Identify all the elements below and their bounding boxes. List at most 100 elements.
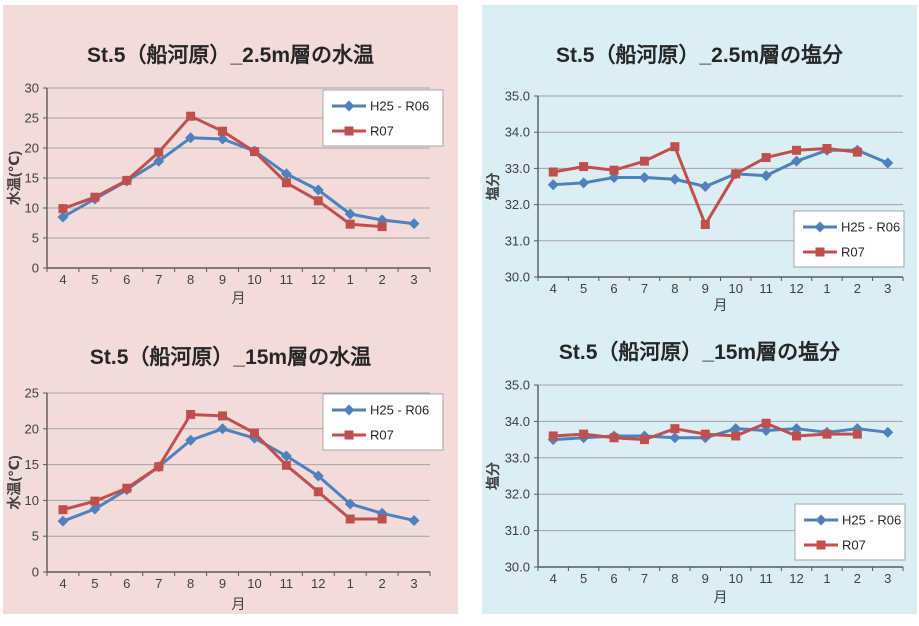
x-tick-label: 1 <box>823 281 830 296</box>
x-tick-label: 12 <box>789 571 803 586</box>
y-tick-label: 30.0 <box>505 560 530 575</box>
data-point-r07 <box>122 483 132 493</box>
data-point-h25-r06 <box>280 168 292 180</box>
legend: H25 - R06 R07 <box>322 89 444 147</box>
legend-box <box>793 210 905 268</box>
legend-box <box>322 393 444 451</box>
data-point-r07 <box>731 169 741 179</box>
series-line-h25-r06 <box>61 136 416 226</box>
x-tick-label: 8 <box>187 272 194 287</box>
y-tick-label: 33.0 <box>505 161 530 176</box>
data-point-h25-r06 <box>791 423 803 435</box>
legend-label-r07: R07 <box>842 538 866 553</box>
data-point-r07 <box>761 418 771 428</box>
y-tick-label: 5 <box>32 231 39 246</box>
x-tick-label: 11 <box>280 272 294 287</box>
x-tick-label: 6 <box>123 576 130 591</box>
x-tick-label: 10 <box>728 281 742 296</box>
y-axis-title: 水温(℃) <box>6 455 22 509</box>
data-point-r07 <box>313 196 323 206</box>
data-point-h25-r06 <box>760 170 772 182</box>
x-tick-label: 8 <box>187 576 194 591</box>
legend-label-h25-r06: H25 - R06 <box>842 513 901 528</box>
x-tick-label: 5 <box>91 576 98 591</box>
x-tick-label: 1 <box>347 576 354 591</box>
x-tick-label: 3 <box>410 272 417 287</box>
data-point-r07 <box>249 428 259 438</box>
data-point-r07 <box>313 487 323 497</box>
legend-marker-r07 <box>344 126 354 136</box>
data-point-h25-r06 <box>185 434 197 446</box>
x-tick-label: 6 <box>123 272 130 287</box>
x-tick-label: 9 <box>702 571 709 586</box>
y-tick-label: 0 <box>32 261 39 276</box>
x-tick-label: 7 <box>155 576 162 591</box>
temperature-panel: St.5（船河原）_2.5m層の水温 0 5 10 15 20 25 30 4 5 6 7 8 9 10 1… <box>3 5 458 614</box>
data-point-r07 <box>218 126 228 136</box>
legend-marker-h25-r06 <box>815 514 827 526</box>
data-point-r07 <box>58 204 68 214</box>
y-tick-label: 10 <box>25 201 39 216</box>
data-point-h25-r06 <box>344 208 356 220</box>
salinity-panel: St.5（船河原）_2.5m層の塩分 30.0 31.0 32.0 33.0 34.0 3… <box>482 5 917 614</box>
x-tick-label: 1 <box>347 272 354 287</box>
x-tick-label: 5 <box>580 571 587 586</box>
x-tick-label: 7 <box>155 272 162 287</box>
data-point-r07 <box>249 147 259 157</box>
x-tick-label: 5 <box>580 281 587 296</box>
series-r07 <box>58 409 387 524</box>
x-tick-label: 10 <box>247 576 261 591</box>
x-tick-label: 8 <box>671 571 678 586</box>
data-point-h25-r06 <box>882 157 894 169</box>
x-tick-label: 12 <box>789 281 803 296</box>
x-tick-label: 4 <box>59 576 66 591</box>
x-tick-label: 11 <box>759 281 773 296</box>
data-point-h25-r06 <box>699 181 711 192</box>
data-point-r07 <box>377 222 387 232</box>
x-tick-label: 4 <box>550 281 557 296</box>
y-tick-label: 31.0 <box>505 523 530 538</box>
x-tick-label: 3 <box>410 576 417 591</box>
chart-temp-2_5m: St.5（船河原）_2.5m層の水温 0 5 10 15 20 25 30 4 5 6 7 8 9 10 1… <box>3 5 458 317</box>
x-tick-label: 10 <box>728 571 742 586</box>
chart-sal-15m: St.5（船河原）_15m層の塩分 30.0 31.0 32.0 33.0 34.0 35… <box>482 312 917 621</box>
data-point-r07 <box>345 514 355 524</box>
data-point-h25-r06 <box>57 211 69 223</box>
x-tick-label: 8 <box>671 281 678 296</box>
data-point-h25-r06 <box>312 470 324 482</box>
data-point-h25-r06 <box>217 423 229 435</box>
data-point-r07 <box>761 153 771 163</box>
y-tick-label: 30 <box>25 81 39 96</box>
y-tick-label: 25 <box>25 386 39 401</box>
y-tick-label: 10 <box>25 493 39 508</box>
data-point-r07 <box>186 111 196 121</box>
legend-box <box>794 503 906 561</box>
y-tick-label: 33.0 <box>505 450 530 465</box>
x-tick-label: 11 <box>280 576 294 591</box>
data-point-h25-r06 <box>882 426 894 438</box>
x-tick-label: 9 <box>219 272 226 287</box>
chart-title: St.5（船河原）_2.5m層の塩分 <box>555 44 844 67</box>
data-point-r07 <box>548 167 558 177</box>
x-tick-label: 4 <box>59 272 66 287</box>
data-point-h25-r06 <box>638 171 650 183</box>
data-point-r07 <box>792 145 802 155</box>
series-r07 <box>548 418 862 445</box>
y-tick-label: 15 <box>25 457 39 472</box>
series-r07 <box>58 111 387 232</box>
data-point-h25-r06 <box>57 515 69 527</box>
legend-marker-r07 <box>815 247 825 257</box>
data-point-h25-r06 <box>408 514 420 526</box>
legend-label-h25-r06: H25 - R06 <box>841 220 900 235</box>
x-tick-label: 9 <box>219 576 226 591</box>
x-tick-label: 7 <box>641 281 648 296</box>
x-tick-label: 11 <box>759 571 773 586</box>
y-tick-label: 32.0 <box>505 487 530 502</box>
x-tick-label: 9 <box>702 281 709 296</box>
legend-marker-r07 <box>344 430 354 440</box>
x-tick-label: 1 <box>823 571 830 586</box>
data-point-h25-r06 <box>669 173 681 185</box>
legend-marker-h25-r06 <box>343 404 355 416</box>
data-point-r07 <box>609 433 619 443</box>
series-h25-r06 <box>57 132 420 230</box>
